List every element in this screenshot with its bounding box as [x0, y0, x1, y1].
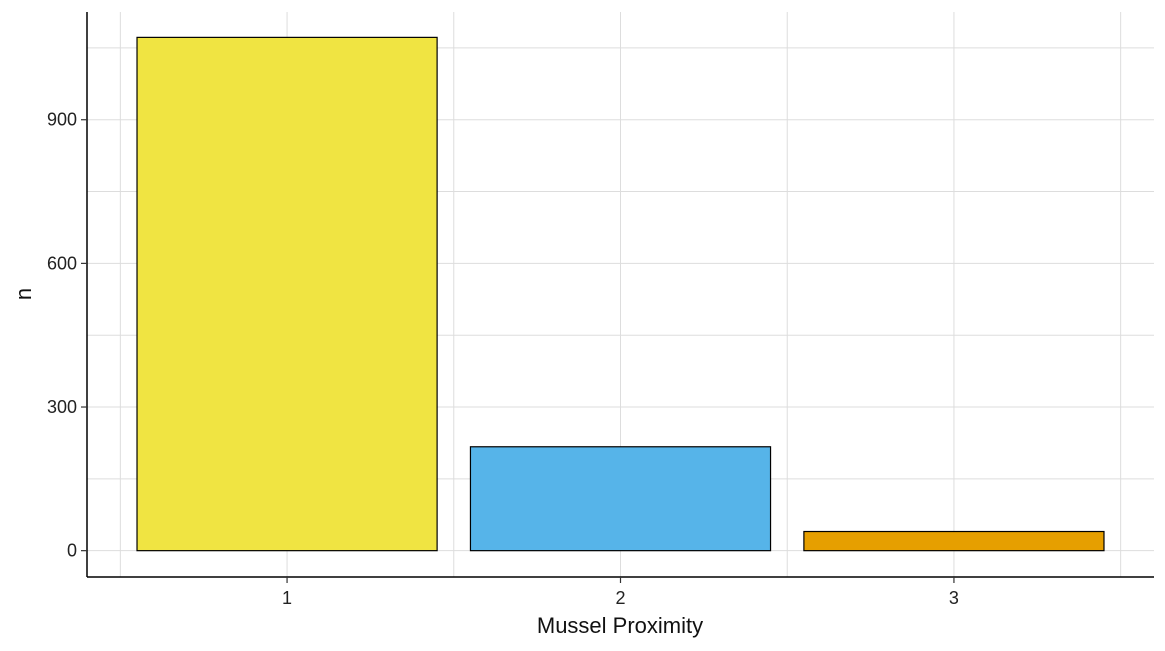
y-tick-label-300: 300	[47, 397, 77, 417]
x-tick-label-1: 1	[282, 588, 292, 608]
x-tick-label-2: 2	[615, 588, 625, 608]
y-axis-ticks: 0 300 600 900	[47, 110, 87, 561]
bar-2	[469, 446, 772, 552]
bars	[136, 36, 1105, 552]
bar-1	[136, 36, 438, 552]
y-tick-label-600: 600	[47, 253, 77, 273]
y-axis-title: n	[11, 288, 36, 300]
x-axis-title: Mussel Proximity	[537, 613, 703, 638]
x-tick-label-3: 3	[949, 588, 959, 608]
x-axis-ticks: 1 2 3	[282, 577, 959, 608]
y-tick-label-0: 0	[67, 541, 77, 561]
y-tick-label-900: 900	[47, 110, 77, 130]
bar-3	[803, 530, 1105, 552]
